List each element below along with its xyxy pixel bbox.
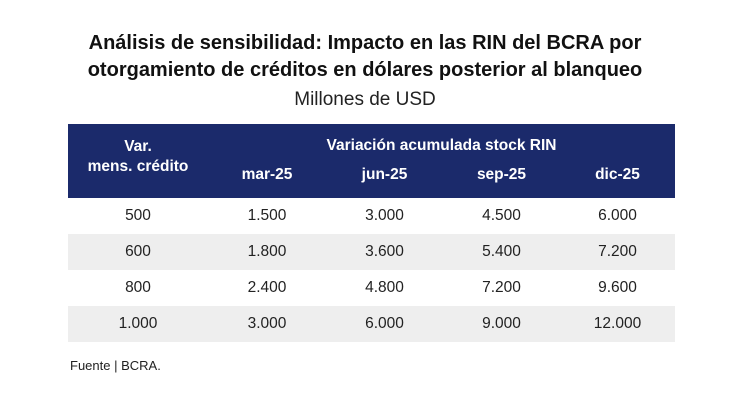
table-cell: 1.800 bbox=[208, 234, 326, 270]
table-cell: 7.200 bbox=[482, 279, 521, 296]
table-cell: 12.000 bbox=[560, 306, 676, 342]
table-cell: 4.800 bbox=[365, 279, 404, 296]
sensitivity-table: Var. mens. crédito Variación acumulada s… bbox=[68, 124, 676, 342]
table-cell: 3.000 bbox=[365, 207, 404, 224]
group-header-rin-variation: Variación acumulada stock RIN bbox=[208, 124, 676, 164]
table-header: Var. mens. crédito Variación acumulada s… bbox=[68, 124, 676, 198]
row-header-line-2: mens. crédito bbox=[87, 158, 189, 175]
table-cell: 2.400 bbox=[247, 279, 287, 296]
table-body: 500 1.500 3.000 4.500 6.000 600 1.800 3.… bbox=[68, 198, 676, 342]
source-note: Fuente | BCRA. bbox=[70, 358, 161, 373]
column-header-mar-25: mar-25 bbox=[208, 164, 326, 198]
title-line-2: otorgamiento de créditos en dólares post… bbox=[87, 59, 643, 81]
table-cell: 4.500 bbox=[482, 207, 521, 224]
row-label: 600 bbox=[68, 234, 208, 270]
table-cell: 7.200 bbox=[560, 234, 676, 270]
page-title: Análisis de sensibilidad: Impacto en las… bbox=[0, 30, 730, 84]
table-row: 1.000 3.000 6.000 9.000 12.000 bbox=[68, 306, 676, 342]
table-row: 600 1.800 3.600 5.400 7.200 bbox=[68, 234, 676, 270]
row-header-credit-variation: Var. mens. crédito bbox=[68, 124, 208, 198]
column-header-dic-25: dic-25 bbox=[560, 164, 676, 198]
table-cell: 1.500 bbox=[247, 207, 287, 224]
row-label: 800 bbox=[125, 279, 151, 296]
table-cell: 9.600 bbox=[598, 279, 637, 296]
column-header-jun-25: jun-25 bbox=[326, 164, 443, 198]
row-label: 1.000 bbox=[68, 306, 208, 342]
table-cell: 5.400 bbox=[443, 234, 560, 270]
table-cell: 3.000 bbox=[208, 306, 326, 342]
table-cell: 9.000 bbox=[443, 306, 560, 342]
column-header-sep-25: sep-25 bbox=[443, 164, 560, 198]
subtitle-units: Millones de USD bbox=[294, 89, 436, 110]
table-row: 500 1.500 3.000 4.500 6.000 bbox=[68, 198, 675, 234]
table-cell: 6.000 bbox=[326, 306, 443, 342]
table-cell: 6.000 bbox=[598, 207, 637, 224]
table-row: 800 2.400 4.800 7.200 9.600 bbox=[68, 270, 675, 306]
title-line-1: Análisis de sensibilidad: Impacto en las… bbox=[88, 32, 642, 54]
row-label: 500 bbox=[125, 207, 151, 224]
row-header-line-1: Var. bbox=[124, 138, 152, 155]
table-cell: 3.600 bbox=[326, 234, 443, 270]
